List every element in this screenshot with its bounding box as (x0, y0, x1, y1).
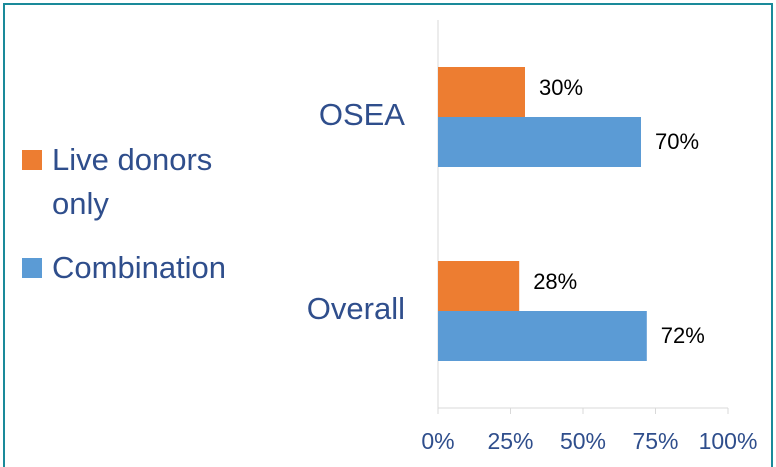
value-label: 70% (655, 129, 699, 154)
value-label: 28% (533, 269, 577, 294)
x-tick-label: 75% (632, 428, 678, 454)
x-tick-label: 25% (487, 428, 533, 454)
bar (438, 261, 520, 311)
category-label: Overall (307, 291, 405, 326)
x-tick-label: 0% (421, 428, 454, 454)
bar (438, 67, 525, 117)
legend-swatch (22, 258, 42, 278)
bar (438, 311, 647, 361)
bar (438, 117, 641, 167)
x-tick-label: 50% (560, 428, 606, 454)
value-label: 72% (661, 323, 705, 348)
x-tick-label: 100% (699, 428, 758, 454)
value-label: 30% (539, 75, 583, 100)
category-label: OSEA (319, 97, 405, 132)
legend-swatch (22, 150, 42, 170)
legend-label: Combination (52, 250, 227, 285)
legend-label: Live donors only (52, 142, 213, 221)
frame (3, 3, 773, 467)
